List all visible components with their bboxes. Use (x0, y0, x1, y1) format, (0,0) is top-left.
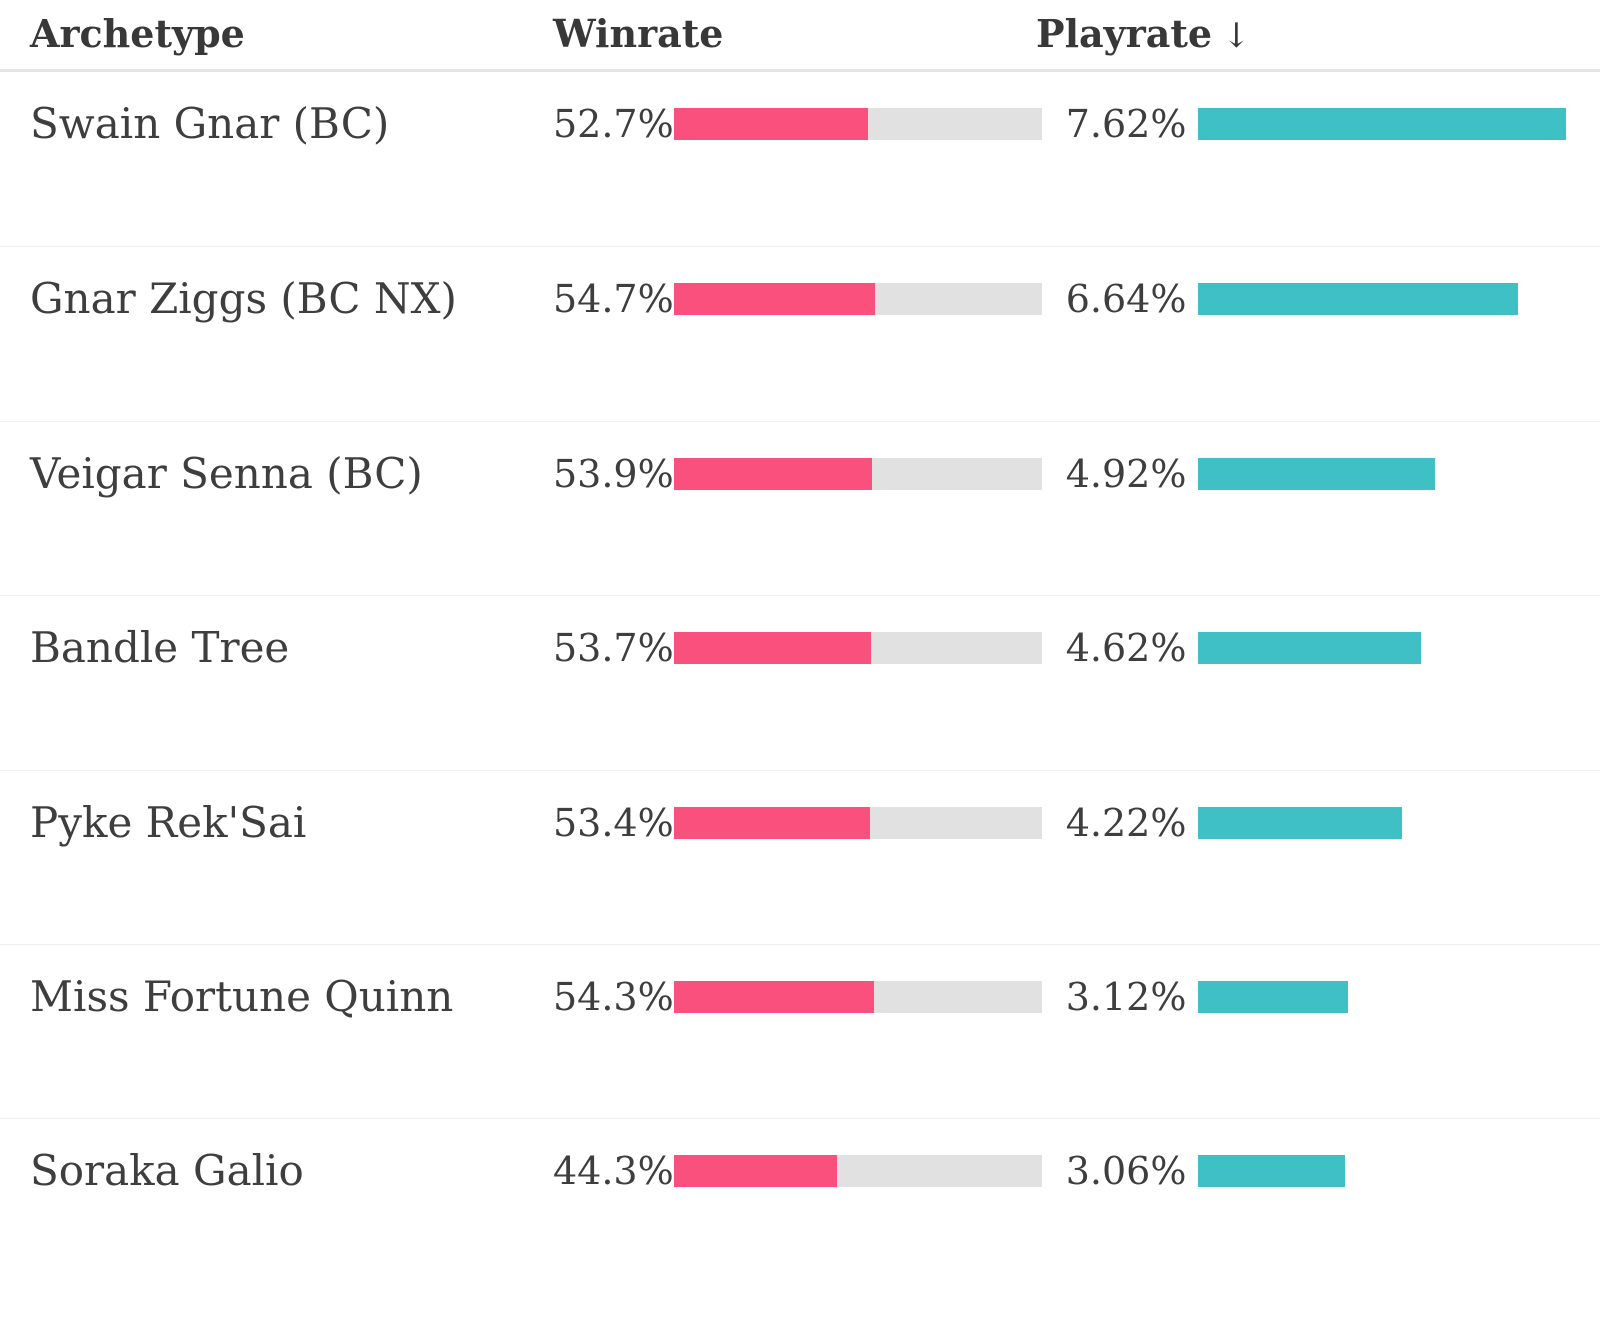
winrate-bar-fill (673, 806, 871, 839)
archetype-name: Veigar Senna (BC) (30, 448, 423, 498)
table-row[interactable]: Veigar Senna (BC) 53.9% 4.92% (0, 420, 1600, 595)
winrate-bar-track (673, 1155, 1042, 1188)
playrate-bar-fill (1197, 806, 1402, 839)
winrate-value: 54.3% (553, 974, 674, 1019)
playrate-bar-track (1197, 632, 1566, 665)
playrate-bar-track (1197, 283, 1566, 316)
archetype-name: Miss Fortune Quinn (30, 971, 454, 1021)
table-row[interactable]: Pyke Rek'Sai 53.4% 4.22% (0, 769, 1600, 944)
winrate-bar-fill (673, 1155, 837, 1188)
table-row[interactable]: Bandle Tree 53.7% 4.62% (0, 595, 1600, 769)
archetype-table-body: Swain Gnar (BC) 52.7% 7.62% Gnar Ziggs (… (0, 72, 1600, 1293)
playrate-bar-track (1197, 806, 1566, 839)
playrate-bar-track (1197, 1155, 1566, 1188)
winrate-bar-track (673, 632, 1042, 665)
table-header: Archetype Winrate Playrate ↓ (0, 0, 1600, 72)
winrate-value: 53.9% (553, 451, 674, 496)
playrate-bar-fill (1197, 1155, 1346, 1188)
playrate-bar-fill (1197, 457, 1436, 490)
table-row[interactable]: Soraka Galio 44.3% 3.06% (0, 1118, 1600, 1292)
column-header-playrate-label: Playrate (1036, 11, 1213, 56)
winrate-value: 53.7% (553, 626, 674, 671)
winrate-value: 52.7% (553, 102, 674, 146)
playrate-bar-track (1197, 457, 1566, 490)
table-row[interactable]: Gnar Ziggs (BC NX) 54.7% 6.64% (0, 246, 1600, 420)
playrate-bar-fill (1197, 283, 1519, 316)
table-row[interactable]: Miss Fortune Quinn 54.3% 3.12% (0, 943, 1600, 1118)
playrate-bar-fill (1197, 980, 1349, 1013)
playrate-value: 4.92% (1065, 451, 1187, 496)
playrate-bar-track (1197, 108, 1566, 140)
winrate-bar-fill (673, 632, 872, 665)
sort-descending-icon[interactable]: ↓ (1222, 16, 1251, 56)
winrate-value: 53.4% (553, 800, 674, 845)
playrate-value: 4.62% (1065, 626, 1187, 671)
archetype-name: Swain Gnar (BC) (30, 99, 390, 148)
winrate-bar-track (673, 980, 1042, 1013)
playrate-value: 6.64% (1065, 277, 1187, 322)
winrate-bar-track (673, 108, 1042, 140)
column-header-archetype[interactable]: Archetype (30, 11, 245, 56)
playrate-value: 3.12% (1065, 974, 1187, 1019)
playrate-value: 7.62% (1065, 102, 1187, 146)
winrate-bar-track (673, 457, 1042, 490)
archetype-name: Gnar Ziggs (BC NX) (30, 274, 457, 324)
winrate-bar-fill (673, 980, 874, 1013)
winrate-bar-fill (673, 108, 868, 140)
playrate-bar-track (1197, 980, 1566, 1013)
winrate-value: 44.3% (553, 1149, 674, 1194)
archetype-name: Soraka Galio (30, 1146, 304, 1196)
archetype-name: Pyke Rek'Sai (30, 797, 307, 847)
playrate-value: 4.22% (1065, 800, 1187, 845)
table-row[interactable]: Swain Gnar (BC) 52.7% 7.62% (0, 72, 1600, 246)
playrate-bar-fill (1197, 632, 1421, 665)
winrate-bar-fill (673, 457, 873, 490)
playrate-bar-fill (1197, 108, 1566, 140)
column-header-playrate[interactable]: Playrate ↓ (1036, 8, 1251, 69)
winrate-bar-track (673, 806, 1042, 839)
column-header-winrate[interactable]: Winrate (553, 11, 724, 56)
winrate-bar-fill (673, 283, 875, 316)
winrate-value: 54.7% (553, 277, 674, 322)
winrate-bar-track (673, 283, 1042, 316)
archetype-name: Bandle Tree (30, 623, 290, 673)
playrate-value: 3.06% (1065, 1149, 1187, 1194)
